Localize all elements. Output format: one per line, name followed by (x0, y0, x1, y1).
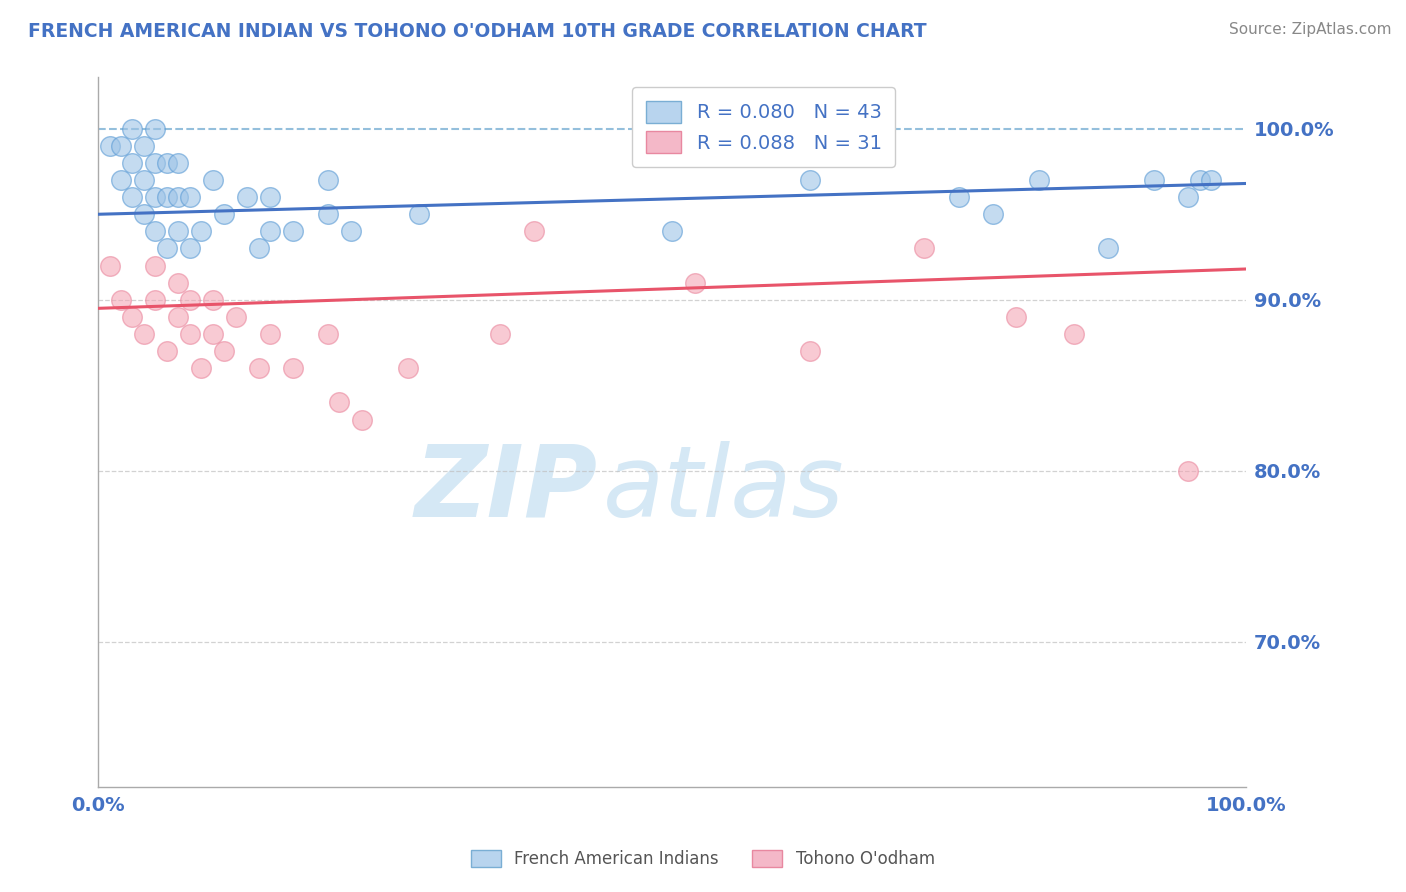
Point (247, 242, 270, 256)
Text: FRENCH AMERICAN INDIAN VS TOHONO O'ODHAM 10TH GRADE CORRELATION CHART: FRENCH AMERICAN INDIAN VS TOHONO O'ODHAM… (28, 22, 927, 41)
Point (110, 293, 132, 307)
Point (661, 224, 683, 238)
Point (283, 361, 305, 376)
Point (98, 139, 121, 153)
Point (259, 326, 281, 341)
Legend: French American Indians, Tohono O'odham: French American Indians, Tohono O'odham (464, 843, 942, 875)
Point (145, 224, 167, 238)
Point (350, 412, 373, 426)
Point (225, 310, 247, 324)
Text: Source: ZipAtlas.com: Source: ZipAtlas.com (1229, 22, 1392, 37)
Point (316, 207, 339, 221)
Point (179, 242, 201, 256)
Point (981, 207, 1004, 221)
Point (201, 326, 224, 341)
Point (912, 242, 935, 256)
Point (799, 344, 821, 359)
Point (316, 326, 339, 341)
Legend: R = 0.080   N = 43, R = 0.088   N = 31: R = 0.080 N = 43, R = 0.088 N = 31 (633, 87, 896, 167)
Point (1201, 173, 1223, 187)
Point (156, 190, 179, 204)
Point (145, 259, 167, 273)
Point (132, 139, 155, 153)
Point (145, 190, 167, 204)
Point (1005, 310, 1028, 324)
Point (1063, 326, 1085, 341)
Point (110, 173, 132, 187)
Point (339, 224, 361, 238)
Point (214, 344, 236, 359)
Point (259, 224, 281, 238)
Point (259, 190, 281, 204)
Point (190, 361, 212, 376)
Point (1188, 173, 1211, 187)
Point (156, 242, 179, 256)
Point (179, 326, 201, 341)
Text: atlas: atlas (603, 441, 845, 538)
Point (316, 173, 339, 187)
Point (948, 190, 970, 204)
Point (145, 121, 167, 136)
Point (1177, 190, 1199, 204)
Point (167, 190, 190, 204)
Point (328, 395, 350, 409)
Point (156, 344, 179, 359)
Point (488, 326, 510, 341)
Point (683, 276, 706, 290)
Point (121, 121, 143, 136)
Point (132, 173, 155, 187)
Point (132, 326, 155, 341)
Point (283, 224, 305, 238)
Point (121, 190, 143, 204)
Point (179, 293, 201, 307)
Point (799, 173, 821, 187)
Point (167, 156, 190, 170)
Point (167, 224, 190, 238)
Point (408, 207, 430, 221)
Point (1028, 173, 1050, 187)
Point (156, 156, 179, 170)
Text: ZIP: ZIP (415, 441, 598, 538)
Point (121, 310, 143, 324)
Point (110, 139, 132, 153)
Point (145, 293, 167, 307)
Point (201, 293, 224, 307)
Point (179, 190, 201, 204)
Point (132, 207, 155, 221)
Point (145, 156, 167, 170)
Point (236, 190, 259, 204)
Point (98, 259, 121, 273)
Point (247, 361, 270, 376)
Point (190, 224, 212, 238)
Point (121, 156, 143, 170)
Point (167, 310, 190, 324)
Point (201, 173, 224, 187)
Point (214, 207, 236, 221)
Point (1177, 464, 1199, 478)
Point (1097, 242, 1119, 256)
Point (1143, 173, 1166, 187)
Point (523, 224, 546, 238)
Point (396, 361, 419, 376)
Point (167, 276, 190, 290)
